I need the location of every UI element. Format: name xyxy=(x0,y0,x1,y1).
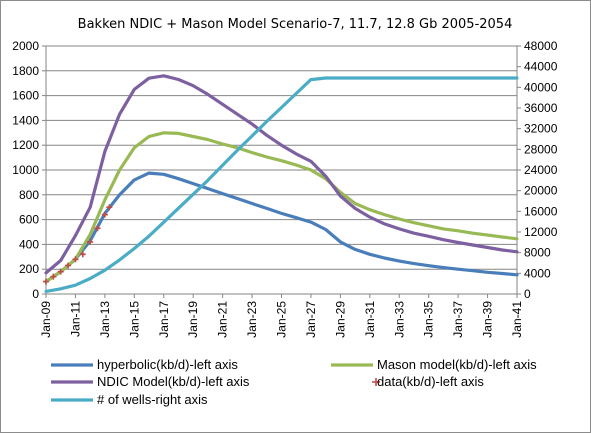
data-point xyxy=(43,278,49,285)
x-tick-label: Jan-39 xyxy=(481,301,495,338)
x-tick-label: Jan-17 xyxy=(157,301,171,338)
x-tick-label: Jan-13 xyxy=(98,301,112,338)
legend-item: data(kb/d)-left axis xyxy=(372,374,484,389)
x-tick-label: Jan-11 xyxy=(68,301,82,337)
legend-label: # of wells-right axis xyxy=(97,392,208,407)
y-right-tick-label: 0 xyxy=(524,287,531,301)
x-tick-label: Jan-21 xyxy=(216,301,230,338)
data-point xyxy=(87,238,94,245)
y-left-tick-label: 1800 xyxy=(12,64,39,78)
legend-label: data(kb/d)-left axis xyxy=(377,374,484,389)
y-left-tick-label: 800 xyxy=(19,188,39,202)
y-left-tick-label: 0 xyxy=(32,287,39,301)
y-left-tick-label: 400 xyxy=(19,237,39,251)
y-right-tick-label: 48000 xyxy=(524,39,558,53)
plot-area xyxy=(43,74,519,293)
axes: 0200400600800100012001400160018002000040… xyxy=(12,39,557,338)
y-right-tick-label: 8000 xyxy=(524,246,551,260)
series-line-4 xyxy=(44,76,519,293)
y-right-tick-label: 4000 xyxy=(524,266,551,280)
x-tick-label: Jan-29 xyxy=(333,301,347,338)
y-right-tick-label: 24000 xyxy=(524,163,558,177)
legend-label: Mason model(kb/d)-left axis xyxy=(377,357,537,372)
y-left-tick-label: 1200 xyxy=(12,138,39,152)
y-right-tick-label: 32000 xyxy=(524,122,558,136)
x-tick-label: Jan-41 xyxy=(510,301,524,338)
legend-item: # of wells-right axis xyxy=(51,392,208,407)
x-tick-label: Jan-09 xyxy=(39,301,53,338)
x-tick-label: Jan-35 xyxy=(422,301,436,338)
data-point xyxy=(79,251,86,258)
legend-label: hyperbolic(kb/d)-left axis xyxy=(97,357,238,372)
x-tick-label: Jan-33 xyxy=(392,301,406,338)
data-point xyxy=(72,256,79,263)
series-line-1 xyxy=(44,131,519,284)
y-right-tick-label: 36000 xyxy=(524,101,558,115)
legend-marker xyxy=(372,378,380,386)
y-right-tick-label: 20000 xyxy=(524,184,558,198)
legend-item: Mason model(kb/d)-left axis xyxy=(331,357,537,372)
y-left-tick-label: 2000 xyxy=(12,39,39,53)
y-right-tick-label: 40000 xyxy=(524,80,558,94)
x-tick-label: Jan-31 xyxy=(363,301,377,338)
y-right-tick-label: 12000 xyxy=(524,225,558,239)
y-left-tick-label: 1000 xyxy=(12,163,39,177)
x-tick-label: Jan-25 xyxy=(275,301,289,338)
x-tick-label: Jan-37 xyxy=(451,301,465,338)
y-right-tick-label: 16000 xyxy=(524,204,558,218)
y-left-tick-label: 600 xyxy=(19,213,39,227)
data-point xyxy=(65,262,72,269)
y-right-tick-label: 28000 xyxy=(524,142,558,156)
legend: hyperbolic(kb/d)-left axis Mason model(kb… xyxy=(51,357,537,407)
x-tick-label: Jan-23 xyxy=(245,301,259,338)
legend-item: hyperbolic(kb/d)-left axis xyxy=(51,357,238,372)
x-tick-label: Jan-15 xyxy=(127,301,141,338)
series-line-2 xyxy=(44,74,519,275)
series-line-0 xyxy=(44,171,519,284)
y-left-tick-label: 1600 xyxy=(12,89,39,103)
legend-item: NDIC Model(kb/d)-left axis xyxy=(51,374,250,389)
legend-label: NDIC Model(kb/d)-left axis xyxy=(97,374,250,389)
y-left-tick-label: 200 xyxy=(19,262,39,276)
x-tick-label: Jan-19 xyxy=(186,301,200,338)
data-point xyxy=(57,268,64,275)
y-left-tick-label: 1400 xyxy=(12,113,39,127)
data-markers xyxy=(43,204,113,285)
chart-title: Bakken NDIC + Mason Model Scenario-7, 11… xyxy=(78,17,513,32)
data-point xyxy=(94,225,101,232)
data-point xyxy=(101,211,108,218)
data-point xyxy=(50,273,57,280)
y-right-tick-label: 44000 xyxy=(524,60,558,74)
data-point xyxy=(106,204,113,211)
x-tick-label: Jan-27 xyxy=(304,301,318,338)
